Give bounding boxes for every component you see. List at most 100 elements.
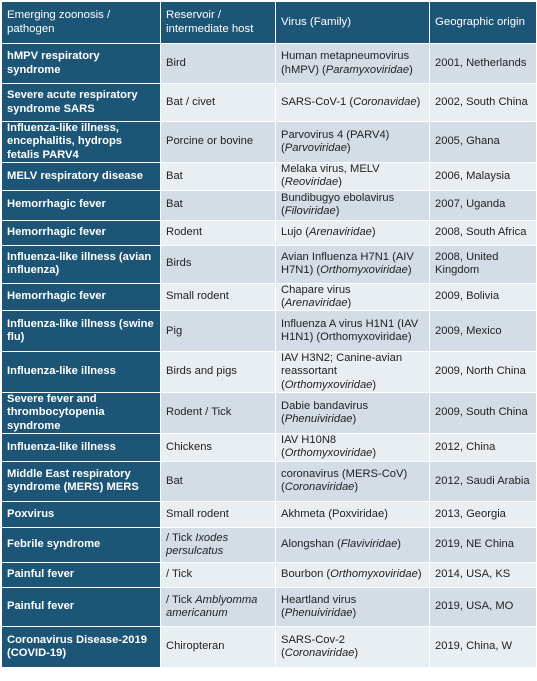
reservoir-text: Birds xyxy=(166,257,192,270)
virus-name: Heartland virus ( xyxy=(281,593,357,619)
virus-cell: Alongshan (Flaviviridae) xyxy=(275,526,430,563)
virus-cell: Avian Influenza H7N1 (AIV H7N1) (Orthomy… xyxy=(275,244,430,284)
virus-family-close: ) xyxy=(407,264,412,277)
disease-cell: Painful fever xyxy=(1,586,161,627)
disease-cell: Painful fever xyxy=(1,561,161,588)
virus-cell: Lujo (Arenaviridae) xyxy=(275,219,430,246)
virus-family-close: ) xyxy=(416,95,421,108)
origin-cell: 2005, Ghana xyxy=(429,121,537,163)
virus-cell: SARS-Cov-2 (Coronaviridae) xyxy=(275,625,430,668)
reservoir-cell: Bat xyxy=(160,162,276,191)
virus-family-close: ) xyxy=(397,538,402,551)
virus-family-close: ) xyxy=(417,568,422,581)
virus-family: Arenaviridae xyxy=(309,225,372,238)
reservoir-text: Bird xyxy=(166,56,186,69)
virus-family-close: ) xyxy=(346,142,351,154)
disease-cell: MELV respiratory disease xyxy=(1,162,161,191)
virus-family-close: ) xyxy=(347,296,352,309)
virus-name: Bundibugyo ebolavirus ( xyxy=(281,191,395,218)
disease-cell: Febrile syndrome xyxy=(1,526,161,563)
reservoir-text: Chiropteran xyxy=(166,640,225,653)
table-row: Severe fever and thrombocytopenia syndro… xyxy=(1,392,537,434)
disease-cell: Influenza-like illness (avian influenza) xyxy=(1,244,161,284)
origin-cell: 2009, Bolivia xyxy=(429,282,537,312)
disease-cell: Severe acute respiratory syndrome SARS xyxy=(1,83,161,122)
origin-cell: 2002, South China xyxy=(429,83,537,122)
reservoir-cell: Bat / civet xyxy=(160,83,276,122)
reservoir-text: Porcine or bovine xyxy=(166,135,254,148)
virus-cell: SARS-CoV-1 (Coronavidae) xyxy=(275,83,430,122)
disease-cell: Influenza-like illness xyxy=(1,432,161,462)
virus-family-close: ) xyxy=(338,176,342,189)
origin-cell: 2012, Saudi Arabia xyxy=(429,460,537,502)
reservoir-text: / Tick xyxy=(166,531,196,544)
header-disease: Emerging zoonosis / pathogen xyxy=(1,1,161,44)
header-origin: Geographic origin xyxy=(429,1,537,44)
virus-family: Phenuiviridae xyxy=(284,413,353,426)
virus-name: SARS-CoV-1 ( xyxy=(281,95,354,108)
table-row: Painful fever / Tick Bourbon (Orthomyxovir… xyxy=(1,561,537,588)
table-row: Hemorrhagic fever Rodent Lujo (Arenavirida… xyxy=(1,219,537,246)
table-row: Middle East respiratory syndrome (MERS) … xyxy=(1,460,537,502)
reservoir-species: Ixodes persulcatus xyxy=(166,531,229,557)
origin-cell: 2001, Netherlands xyxy=(429,43,537,84)
reservoir-cell: Pig xyxy=(160,310,276,353)
reservoir-cell: Birds xyxy=(160,244,276,284)
virus-cell: coronavirus (MERS-CoV) (Coronaviridae) xyxy=(275,460,430,502)
origin-cell: 2019, USA, MO xyxy=(429,586,537,627)
reservoir-text: Rodent xyxy=(166,225,203,238)
virus-family-close: ) xyxy=(371,225,376,238)
disease-cell: Influenza-like illness xyxy=(1,351,161,394)
virus-cell: Melaka virus, MELV (Reoviridae) xyxy=(275,162,430,191)
reservoir-text: Small rodent xyxy=(166,507,229,520)
table-row: Severe acute respiratory syndrome SARS Ba… xyxy=(1,83,537,122)
virus-family: Orthomyxoviridae xyxy=(320,264,408,277)
origin-cell: 2012, China xyxy=(429,432,537,462)
table-row: Hemorrhagic fever Bat Bundibugyo ebolaviru… xyxy=(1,189,537,221)
virus-family: Coronaviridae xyxy=(284,481,355,494)
virus-cell: Heartland virus (Phenuiviridae) xyxy=(275,586,430,627)
disease-cell: Influenza-like illness, encephalitis, hy… xyxy=(1,121,161,163)
virus-name: Influenza A virus H1N1 (IAV H1N1) (Ortho… xyxy=(281,317,419,344)
virus-family: Arenaviridae xyxy=(284,296,348,309)
virus-name: Human metapneumovirus (hMPV) ( xyxy=(281,50,410,76)
virus-cell: Influenza A virus H1N1 (IAV H1N1) (Ortho… xyxy=(275,310,430,353)
origin-cell: 2008, South Africa xyxy=(429,219,537,246)
table-row: Febrile syndrome / Tick Ixodes persulcatu… xyxy=(1,526,537,563)
reservoir-cell: / Tick Ixodes persulcatus xyxy=(160,526,276,563)
virus-name: Parvovirus 4 (PARV4) ( xyxy=(281,128,390,154)
virus-family: Flaviviridae xyxy=(340,538,398,551)
disease-cell: Influenza-like illness (swine flu) xyxy=(1,310,161,353)
header-row: Emerging zoonosis / pathogen Reservoir /… xyxy=(1,1,537,44)
virus-cell: Bourbon (Orthomyxoviridae) xyxy=(275,561,430,588)
origin-cell: 2009, Mexico xyxy=(429,310,537,353)
disease-cell: Hemorrhagic fever xyxy=(1,219,161,246)
reservoir-text: Chickens xyxy=(166,440,213,453)
reservoir-text: Bat / civet xyxy=(166,95,216,108)
virus-name: Avian Influenza H7N1 (AIV H7N1) ( xyxy=(281,250,414,277)
table-row: Influenza-like illness Birds and pigs IAV … xyxy=(1,351,537,394)
reservoir-cell: / Tick Amblyomma americanum xyxy=(160,586,276,627)
table-body: hMPV respiratory syndrome Bird Human metap… xyxy=(1,43,537,668)
reservoir-cell: / Tick xyxy=(160,561,276,588)
origin-cell: 2009, North China xyxy=(429,351,537,394)
reservoir-text: Pig xyxy=(166,324,183,337)
virus-family: Phenuiviridae xyxy=(284,606,353,619)
table-row: Influenza-like illness Chickens IAV H10N8 … xyxy=(1,432,537,462)
reservoir-cell: Bat xyxy=(160,189,276,221)
virus-name: SARS-Cov-2 ( xyxy=(281,633,346,659)
origin-cell: 2007, Uganda xyxy=(429,189,537,221)
virus-name: Alongshan ( xyxy=(281,538,341,551)
reservoir-cell: Chickens xyxy=(160,432,276,462)
reservoir-text: Bat xyxy=(166,474,183,487)
virus-cell: Akhmeta (Poxviridae) xyxy=(275,500,430,528)
table-row: MELV respiratory disease Bat Melaka virus,… xyxy=(1,162,537,191)
table-row: Influenza-like illness, encephalitis, hy… xyxy=(1,121,537,163)
reservoir-text: Bat xyxy=(166,169,183,182)
virus-family-close: ) xyxy=(352,606,357,619)
reservoir-cell: Porcine or bovine xyxy=(160,121,276,163)
virus-name: Bourbon ( xyxy=(281,568,331,581)
virus-name: Akhmeta (Poxviridae) xyxy=(281,507,388,520)
disease-cell: Hemorrhagic fever xyxy=(1,189,161,221)
virus-family-close: ) xyxy=(335,205,340,218)
